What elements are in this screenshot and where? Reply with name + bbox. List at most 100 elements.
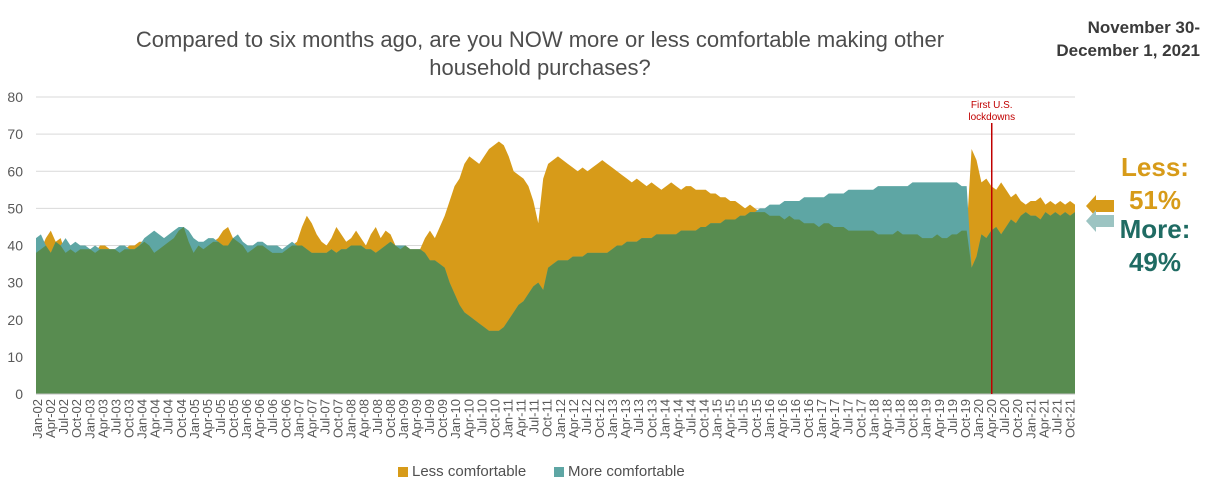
x-tick-label: Oct-14 xyxy=(697,399,712,438)
x-tick-label: Apr-06 xyxy=(252,399,267,438)
x-tick-label: Oct-11 xyxy=(540,399,555,437)
x-tick-label: Apr-16 xyxy=(775,399,790,438)
x-tick-label: Oct-10 xyxy=(487,399,502,438)
legend-swatch-less xyxy=(398,467,408,477)
x-tick-label: Jan-06 xyxy=(239,399,254,439)
x-tick-label: Oct-16 xyxy=(801,399,816,438)
x-tick-label: Apr-15 xyxy=(723,399,738,438)
more-callout-value: 49% xyxy=(1128,247,1182,277)
x-tick-label: Oct-09 xyxy=(435,399,450,438)
x-tick-label: Jan-13 xyxy=(605,399,620,439)
x-tick-label: Jul-03 xyxy=(108,399,123,434)
x-tick-label: Jan-18 xyxy=(866,399,881,439)
legend-item-less: Less comfortable xyxy=(398,463,526,480)
more-arrow-icon xyxy=(1086,210,1114,232)
y-tick-label: 0 xyxy=(15,386,23,402)
x-tick-label: Jan-07 xyxy=(291,399,306,439)
x-tick-label: Jul-12 xyxy=(579,399,594,434)
y-tick-label: 50 xyxy=(7,200,23,216)
x-tick-label: Oct-15 xyxy=(749,399,764,438)
x-tick-label: Jul-04 xyxy=(161,399,176,434)
x-tick-label: Oct-04 xyxy=(174,399,189,438)
x-tick-label: Jul-16 xyxy=(788,399,803,434)
x-tick-label: Oct-18 xyxy=(906,399,921,438)
x-tick-label: Oct-17 xyxy=(853,399,868,438)
x-tick-label: Jan-10 xyxy=(448,399,463,439)
x-tick-label: Jan-20 xyxy=(971,399,986,439)
x-tick-label: Oct-19 xyxy=(958,399,973,438)
x-tick-label: Apr-14 xyxy=(670,399,685,438)
x-tick-label: Oct-08 xyxy=(383,399,398,438)
x-tick-label: Jan-03 xyxy=(82,399,97,439)
x-tick-label: Oct-13 xyxy=(644,399,659,438)
x-tick-label: Jul-20 xyxy=(997,399,1012,434)
x-tick-label: Apr-20 xyxy=(984,399,999,438)
x-tick-label: Jul-07 xyxy=(318,399,333,434)
x-tick-label: Jul-17 xyxy=(840,399,855,434)
x-tick-label: Apr-19 xyxy=(932,399,947,438)
x-tick-label: Oct-20 xyxy=(1010,399,1025,438)
overlap-area xyxy=(36,212,1075,394)
x-tick-label: Jul-08 xyxy=(370,399,385,434)
x-tick-label: Apr-05 xyxy=(200,399,215,438)
y-tick-label: 80 xyxy=(7,89,23,105)
chart-date-line1: November 30- xyxy=(1087,18,1200,37)
y-tick-label: 10 xyxy=(7,349,23,365)
lockdown-label-line2: lockdowns xyxy=(968,112,1015,123)
x-tick-label: Apr-10 xyxy=(461,399,476,438)
x-tick-label: Jul-21 xyxy=(1049,399,1064,434)
legend-label-more: More comfortable xyxy=(568,463,685,480)
lockdown-label-line1: First U.S. xyxy=(971,100,1013,111)
y-tick-label: 40 xyxy=(7,238,23,254)
x-tick-label: Oct-07 xyxy=(331,399,346,438)
x-tick-label: Jan-11 xyxy=(500,399,515,438)
x-tick-label: Jan-15 xyxy=(710,399,725,439)
y-tick-label: 20 xyxy=(7,312,23,328)
less-arrow-icon xyxy=(1086,195,1114,217)
x-tick-label: Jul-18 xyxy=(893,399,908,434)
x-tick-label: Jan-09 xyxy=(396,399,411,439)
x-tick-label: Apr-13 xyxy=(618,399,633,438)
x-tick-label: Jul-13 xyxy=(631,399,646,434)
x-tick-label: Jan-16 xyxy=(762,399,777,439)
x-tick-label: Apr-21 xyxy=(1036,399,1051,438)
x-tick-label: Oct-03 xyxy=(121,399,136,438)
x-tick-label: Apr-12 xyxy=(566,399,581,438)
x-tick-label: Apr-11 xyxy=(514,399,529,437)
x-tick-label: Apr-02 xyxy=(43,399,58,438)
x-tick-label: Apr-18 xyxy=(879,399,894,438)
x-tick-label: Apr-09 xyxy=(409,399,424,438)
x-tick-label: Jan-19 xyxy=(919,399,934,439)
x-tick-label: Jul-14 xyxy=(683,399,698,434)
chart-title: Compared to six months ago, are you NOW … xyxy=(100,26,980,82)
x-tick-label: Jul-02 xyxy=(56,399,71,434)
x-tick-label: Oct-05 xyxy=(226,399,241,438)
x-tick-label: Jan-05 xyxy=(187,399,202,439)
x-tick-label: Jan-08 xyxy=(344,399,359,439)
x-tick-label: Apr-17 xyxy=(827,399,842,438)
x-tick-label: Jul-09 xyxy=(422,399,437,434)
x-tick-label: Jul-05 xyxy=(213,399,228,434)
x-tick-label: Oct-02 xyxy=(69,399,84,438)
more-callout-label: More: xyxy=(1119,214,1191,244)
x-tick-label: Jul-19 xyxy=(945,399,960,434)
legend-label-less: Less comfortable xyxy=(412,463,527,480)
y-tick-label: 30 xyxy=(7,275,23,291)
x-tick-label: Apr-04 xyxy=(148,399,163,438)
x-tick-label: Oct-21 xyxy=(1062,399,1077,438)
chart-date-line2: December 1, 2021 xyxy=(1056,41,1200,60)
x-tick-label: Jan-02 xyxy=(30,399,45,439)
legend-swatch-more xyxy=(554,467,564,477)
x-tick-label: Jan-17 xyxy=(814,399,829,439)
x-tick-label: Apr-03 xyxy=(95,399,110,438)
x-tick-label: Jul-10 xyxy=(474,399,489,434)
chart-date: November 30- December 1, 2021 xyxy=(1030,16,1200,62)
chart-title-text: Compared to six months ago, are you NOW … xyxy=(135,27,945,80)
less-callout-value: 51% xyxy=(1128,185,1182,215)
y-tick-label: 60 xyxy=(7,163,23,179)
x-tick-label: Jan-14 xyxy=(657,399,672,439)
x-tick-label: Jul-15 xyxy=(736,399,751,434)
x-tick-label: Apr-07 xyxy=(304,399,319,438)
y-tick-label: 70 xyxy=(7,126,23,142)
